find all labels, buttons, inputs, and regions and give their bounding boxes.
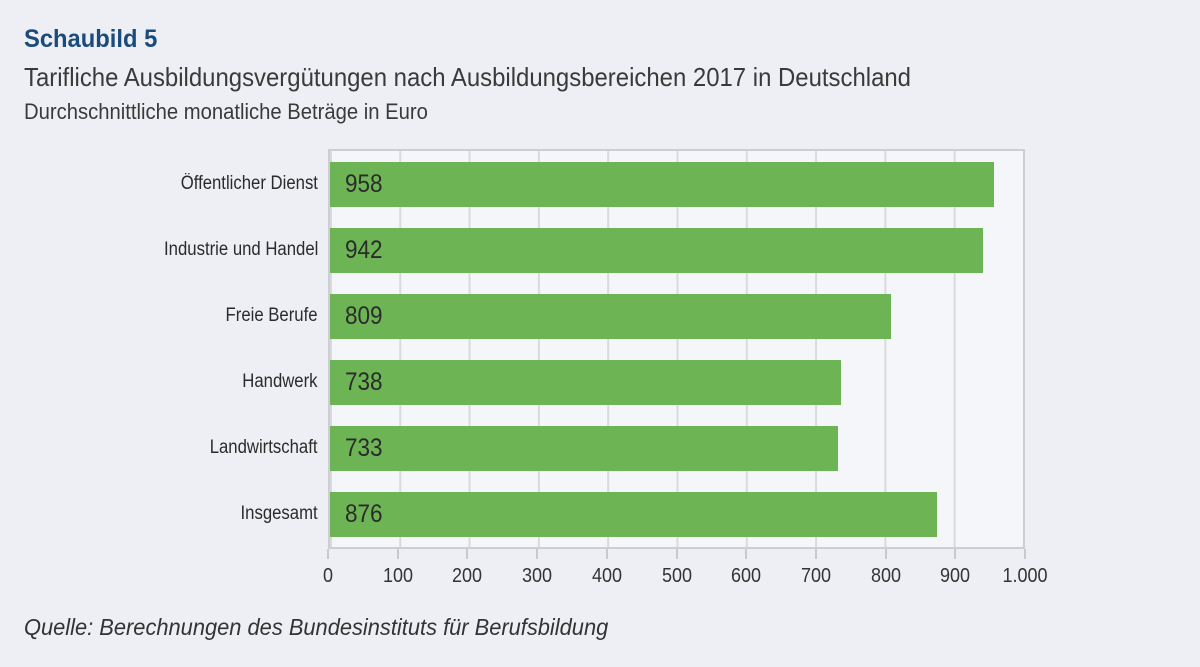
category-label: Öffentlicher Dienst (0, 151, 318, 217)
chart-title: Tarifliche Ausbildungsvergütungen nach A… (24, 62, 911, 92)
bar-value-label: 876 (345, 499, 383, 528)
x-axis-tick-label: 300 (522, 565, 553, 587)
bar-row: 958 (330, 151, 1023, 217)
category-label: Freie Berufe (0, 283, 318, 349)
bar-value-label: 942 (345, 235, 383, 264)
bar-row: 942 (330, 217, 1023, 283)
x-axis-tick-label: 1.000 (1002, 565, 1048, 587)
x-axis: 0 100 200 300 400 500 600 700 800 900 1.000 (323, 549, 1048, 599)
bar-row: 733 (330, 415, 1023, 481)
bar-row: 876 (330, 481, 1023, 547)
source-note: Quelle: Berechnungen des Bundesinstituts… (24, 614, 609, 640)
category-label-text: Handwerk (242, 371, 318, 392)
x-axis-tick (466, 549, 469, 559)
bar-chart: Öffentlicher Dienst Industrie und Handel F… (0, 149, 1200, 619)
category-label-text: Öffentlicher Dienst (180, 173, 318, 194)
category-label: Handwerk (0, 349, 318, 415)
x-axis-tick-label: 0 (322, 565, 334, 587)
x-axis-tick (954, 549, 957, 559)
x-axis-tick (745, 549, 748, 559)
bar: 876 (330, 491, 938, 537)
x-axis-tick (396, 549, 399, 559)
bar-value-label: 809 (345, 301, 383, 330)
category-label: Industrie und Handel (0, 217, 318, 283)
x-axis-tick (1024, 549, 1026, 559)
bar-value-label: 958 (345, 169, 383, 198)
category-label-text: Insgesamt (240, 503, 318, 524)
bar-row: 809 (330, 283, 1023, 349)
category-label: Landwirtschaft (0, 415, 318, 481)
x-axis-tick (327, 549, 329, 559)
x-axis-tick-label: 700 (800, 565, 831, 587)
x-axis-tick (884, 549, 887, 559)
category-label-column: Öffentlicher Dienst Industrie und Handel F… (0, 151, 318, 547)
bar: 958 (330, 161, 994, 207)
plot-area: 958 942 809 738 733 876 (328, 149, 1025, 549)
bar: 942 (330, 227, 983, 273)
chart-subtitle: Durchschnittliche monatliche Beträge in … (24, 99, 428, 124)
x-axis-tick-label: 600 (731, 565, 762, 587)
x-axis-tick-label: 500 (661, 565, 692, 587)
x-axis-tick-label: 400 (591, 565, 622, 587)
bar: 809 (330, 293, 891, 339)
x-axis-tick-label: 200 (452, 565, 483, 587)
bar: 733 (330, 425, 838, 471)
x-axis-tick-label: 800 (870, 565, 901, 587)
x-axis-tick (675, 549, 678, 559)
figure-label: Schaubild 5 (24, 25, 158, 53)
x-axis-tick-label: 900 (940, 565, 971, 587)
category-label: Insgesamt (0, 481, 318, 547)
bar-value-label: 733 (345, 433, 383, 462)
x-axis-tick (536, 549, 539, 559)
category-label-text: Landwirtschaft (210, 437, 318, 458)
category-label-text: Freie Berufe (225, 305, 318, 326)
x-axis-tick (814, 549, 817, 559)
category-label-text: Industrie und Handel (163, 239, 318, 260)
x-axis-tick-label: 100 (382, 565, 413, 587)
bar-value-label: 738 (345, 367, 383, 396)
bar-row: 738 (330, 349, 1023, 415)
bar: 738 (330, 359, 842, 405)
x-axis-tick (605, 549, 608, 559)
